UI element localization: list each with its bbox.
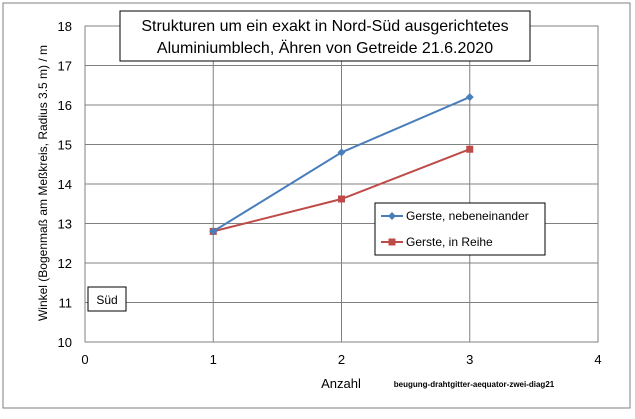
region-label-box: Süd [87,286,127,312]
y-tick-label: 16 [58,98,72,113]
y-tick-label: 11 [59,296,73,311]
x-axis-title: Anzahl [321,376,361,391]
data-point-marker [338,195,345,203]
legend-marker [388,238,396,246]
x-tick-label: 0 [81,352,88,367]
x-tick-label: 3 [466,352,473,367]
data-point-marker [337,148,346,157]
x-tick-label: 1 [210,352,217,367]
chart-title-line-1: Strukturen um ein exakt in Nord-Süd ausg… [141,18,508,35]
legend: Gerste, nebeneinander Gerste, in Reihe [374,202,546,256]
legend-label: Gerste, nebeneinander [406,209,529,223]
data-point-marker [465,93,474,102]
legend-frame [374,202,546,256]
region-label-frame [87,286,127,312]
chart-title-box: Strukturen um ein exakt in Nord-Süd ausg… [119,10,531,62]
y-tick-label: 10 [58,335,72,350]
y-tick-label: 13 [58,217,72,232]
y-tick-label: 18 [58,19,72,34]
source-label: beugung-drahtgitter-aequator-zwei-diag21 [394,380,555,389]
data-point-marker [466,145,474,153]
series-layer [209,93,474,236]
y-tick-label: 15 [58,138,72,153]
legend-marker [388,212,396,220]
legend-label: Gerste, in Reihe [406,235,493,249]
region-label: Süd [96,293,117,307]
y-axis-title: Winkel (Bogenmaß am Meßkreis, Radius 3.5… [36,45,50,321]
data-point-marker [209,227,218,236]
chart-title-frame [119,10,531,62]
x-tick-label: 2 [338,352,345,367]
chart-title-line-2: Aluminiumblech, Ähren von Getreide 21.6.… [157,39,493,57]
y-tick-label: 14 [58,177,72,192]
y-tick-label: 12 [58,256,72,271]
x-tick-label: 4 [594,352,601,367]
y-tick-label: 17 [58,59,72,74]
